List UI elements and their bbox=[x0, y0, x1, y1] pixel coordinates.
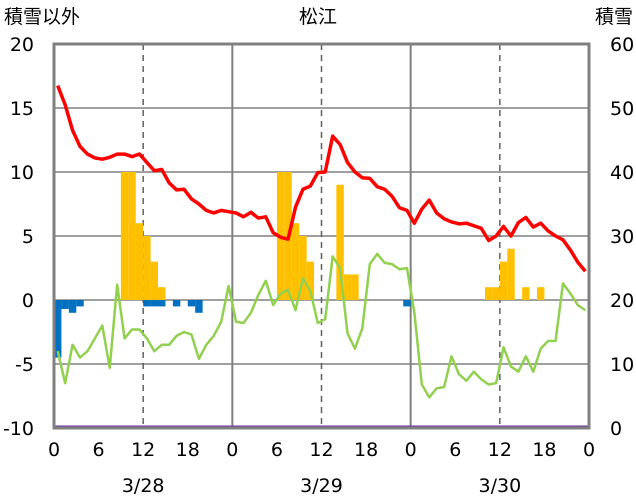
snowfall-bar bbox=[499, 261, 508, 300]
chart-title: 松江 bbox=[299, 6, 337, 28]
snowfall-bar bbox=[150, 261, 159, 300]
y-left-tick-label: 15 bbox=[10, 98, 34, 120]
precip-bar bbox=[76, 300, 84, 307]
precip-bar bbox=[403, 300, 411, 307]
snow-depth-line bbox=[56, 84, 587, 273]
x-tick-label: 18 bbox=[532, 439, 556, 461]
y-right-tick-label: 20 bbox=[610, 290, 634, 312]
y-right-tick-label: 50 bbox=[610, 98, 634, 120]
day-labels: 3/28 3/29 3/30 bbox=[122, 475, 521, 497]
day-label: 3/28 bbox=[122, 475, 165, 497]
y-left-tick-label: 20 bbox=[10, 34, 34, 56]
y-left-label: 積雪以外 bbox=[4, 6, 80, 28]
y-right-tick-label: 30 bbox=[610, 226, 634, 248]
x-ticks: 0 6 12 18 0 6 12 18 0 6 12 18 0 bbox=[48, 439, 595, 461]
snowfall-bar bbox=[158, 287, 166, 300]
day-label: 3/30 bbox=[478, 475, 521, 497]
y-right-label: 積雪 bbox=[595, 6, 633, 28]
snowfall-bar bbox=[120, 172, 129, 300]
snowfall-bar bbox=[135, 223, 144, 300]
snowfall-bar bbox=[306, 261, 315, 300]
bars bbox=[54, 172, 545, 358]
y-right-ticks: 60 50 40 30 20 10 0 bbox=[610, 34, 634, 440]
precip-bar bbox=[158, 300, 166, 307]
x-tick-label: 18 bbox=[176, 439, 200, 461]
x-tick-label: 0 bbox=[226, 439, 238, 461]
snowfall-bar bbox=[299, 236, 307, 300]
x-tick-label: 12 bbox=[488, 439, 512, 461]
x-tick-label: 12 bbox=[131, 439, 155, 461]
y-right-tick-label: 0 bbox=[610, 418, 622, 440]
snowfall-bar bbox=[522, 287, 530, 300]
snowfall-bar bbox=[536, 287, 545, 300]
snowfall-bar bbox=[143, 236, 151, 300]
x-tick-label: 0 bbox=[583, 439, 595, 461]
precip-bar bbox=[61, 300, 69, 309]
precip-bar bbox=[54, 300, 62, 358]
x-tick-label: 6 bbox=[271, 439, 283, 461]
snowfall-bar bbox=[128, 172, 136, 300]
precip-bar bbox=[187, 300, 196, 307]
y-right-tick-label: 60 bbox=[610, 34, 634, 56]
x-tick-label: 6 bbox=[93, 439, 105, 461]
precip-bar bbox=[143, 300, 151, 307]
x-tick-label: 6 bbox=[449, 439, 461, 461]
y-left-tick-label: 0 bbox=[22, 290, 34, 312]
y-right-tick-label: 40 bbox=[610, 162, 634, 184]
temperature-line bbox=[56, 252, 586, 399]
y-left-tick-label: -10 bbox=[3, 418, 34, 440]
x-tick-label: 18 bbox=[354, 439, 378, 461]
snowfall-bar bbox=[484, 287, 493, 300]
x-tick-label: 12 bbox=[309, 439, 333, 461]
x-tick-label: 0 bbox=[48, 439, 60, 461]
precip-bar bbox=[150, 300, 159, 307]
y-left-ticks: 20 15 10 5 0 -5 -10 bbox=[3, 34, 34, 440]
snowfall-bar bbox=[507, 248, 515, 300]
y-left-tick-label: 10 bbox=[10, 162, 34, 184]
x-tick-label: 0 bbox=[405, 439, 417, 461]
snowfall-bar bbox=[291, 223, 300, 300]
precip-bar bbox=[195, 300, 203, 313]
precip-bar bbox=[68, 300, 77, 313]
snowfall-bar bbox=[492, 287, 500, 300]
snowfall-bar bbox=[336, 184, 344, 300]
y-right-tick-label: 10 bbox=[610, 354, 634, 376]
snowfall-bar bbox=[351, 274, 359, 300]
precip-bar bbox=[172, 300, 181, 307]
y-left-tick-label: 5 bbox=[22, 226, 34, 248]
snowfall-bar bbox=[343, 274, 352, 300]
y-left-tick-label: -5 bbox=[15, 354, 34, 376]
day-label: 3/29 bbox=[300, 475, 343, 497]
plot-frame bbox=[52, 42, 591, 430]
